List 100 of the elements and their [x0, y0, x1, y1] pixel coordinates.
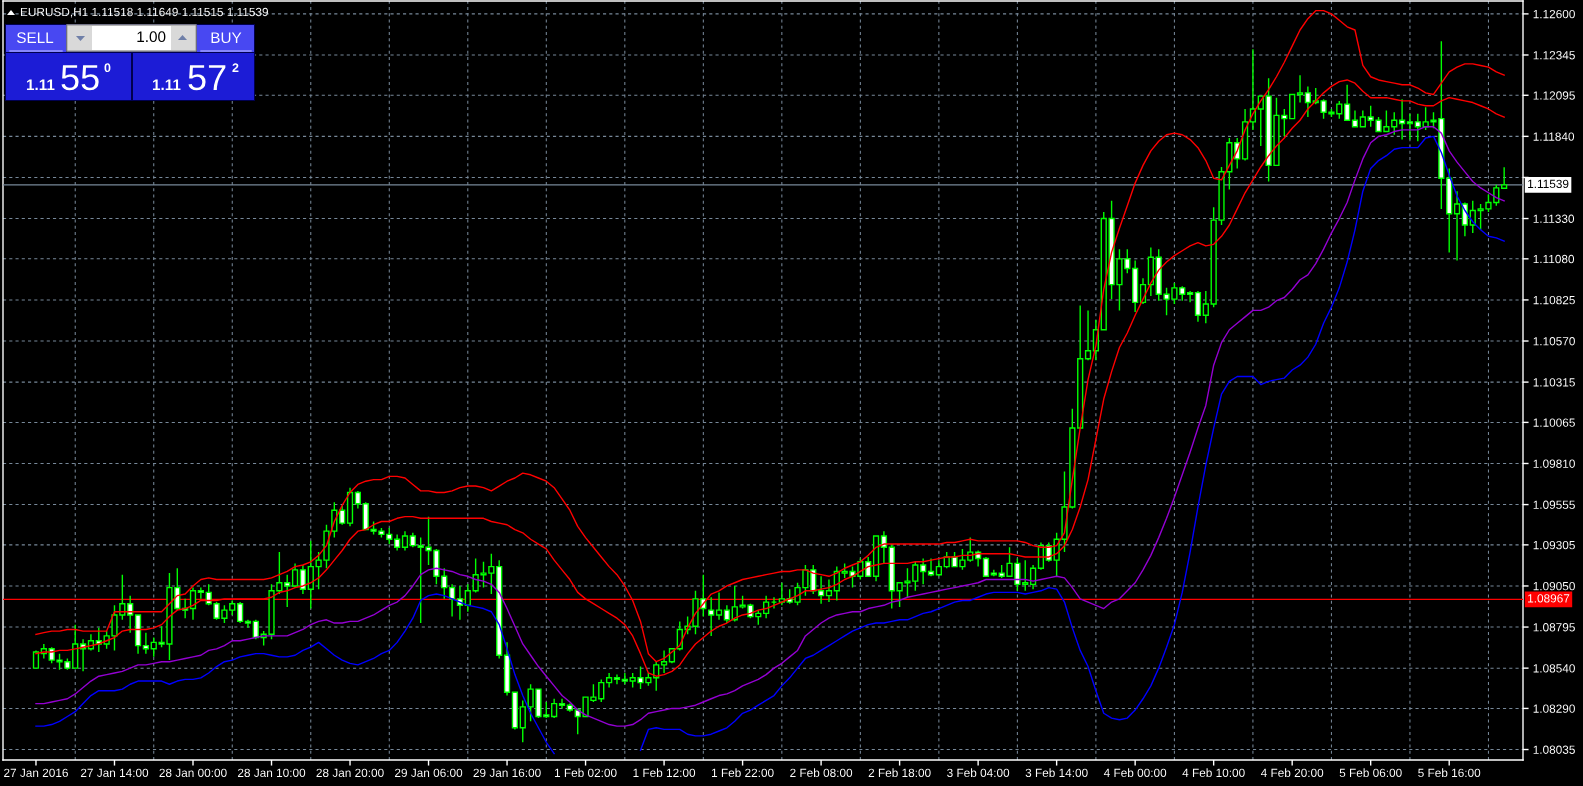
candlestick: [519, 699, 526, 743]
candlestick: [1359, 109, 1366, 128]
y-tick-label: 1.11330: [1533, 214, 1575, 223]
x-tick-label: 1 Feb 12:00: [633, 768, 696, 777]
candlestick: [1202, 290, 1209, 324]
candlestick: [1344, 84, 1351, 121]
candlestick: [660, 649, 668, 674]
candlestick: [872, 535, 880, 582]
candlestick: [778, 582, 785, 606]
y-tick-label: 1.12345: [1533, 51, 1575, 60]
candlestick: [464, 583, 471, 613]
annotation: 1.11: [152, 79, 181, 90]
candlestick: [558, 698, 566, 710]
candlestick: [197, 586, 204, 600]
candlestick: [1446, 167, 1453, 254]
candlestick: [291, 562, 299, 589]
candlestick: [409, 532, 416, 548]
annotation: 0: [104, 63, 111, 73]
candlestick: [817, 575, 825, 605]
x-tick-label: 28 Jan 10:00: [237, 768, 306, 777]
candlestick: [990, 569, 997, 577]
candlestick: [715, 591, 723, 621]
x-tick-label: 5 Feb 16:00: [1418, 768, 1481, 777]
x-tick-label: 1 Feb 02:00: [554, 768, 617, 777]
candlestick: [32, 649, 40, 669]
ref-line-label: 1.11539: [1528, 179, 1569, 189]
candlestick: [865, 556, 872, 577]
y-tick-label: 1.11080: [1533, 254, 1575, 264]
annotation: BUY: [211, 32, 242, 44]
y-tick-label: 1.09305: [1533, 540, 1575, 550]
candlestick: [621, 672, 628, 685]
candlestick: [1406, 113, 1414, 141]
candlestick: [982, 556, 990, 577]
y-tick-label: 1.12600: [1533, 9, 1575, 19]
y-tick-label: 1.08290: [1533, 704, 1575, 713]
annotation: 2: [232, 63, 239, 72]
x-tick-label: 1 Feb 22:00: [711, 768, 774, 777]
annotation: 1.00: [137, 31, 166, 43]
candlestick: [1501, 166, 1508, 190]
annotation: 1.11: [26, 79, 55, 90]
y-tick-label: 1.10570: [1533, 337, 1575, 346]
y-tick-label: 1.08540: [1533, 664, 1575, 673]
annotation: SELL: [17, 32, 54, 44]
candlestick: [935, 559, 942, 577]
annotation: 55: [61, 65, 99, 91]
y-tick-label: 1.10825: [1533, 295, 1575, 305]
x-tick-label: 28 Jan 20:00: [316, 768, 384, 777]
y-tick-label: 1.12095: [1533, 91, 1575, 100]
candlestick: [354, 490, 362, 510]
y-tick-label: 1.11840: [1533, 132, 1575, 141]
candlestick: [496, 559, 503, 660]
candlestick: [127, 594, 134, 634]
chart-title: EURUSD,H1 1.11518 1.11649 1.11515 1.11539: [20, 7, 268, 18]
x-tick-label: 4 Feb 20:00: [1260, 768, 1324, 777]
candlestick: [284, 573, 291, 608]
x-tick-label: 5 Feb 06:00: [1339, 768, 1402, 777]
candlestick: [1453, 190, 1461, 262]
candlestick: [551, 698, 558, 719]
candlestick: [1084, 309, 1092, 362]
candlestick: [825, 578, 833, 603]
candlestick: [503, 641, 511, 697]
candlestick: [1351, 109, 1359, 128]
candlestick: [1249, 48, 1257, 131]
candlestick: [244, 619, 252, 629]
x-tick-label: 29 Jan 16:00: [473, 768, 541, 777]
candlestick: [1289, 93, 1296, 120]
candlestick: [339, 504, 346, 526]
candlestick: [1398, 98, 1406, 141]
candlestick: [920, 557, 927, 586]
candlestick: [448, 583, 456, 618]
candlestick: [401, 530, 409, 552]
candlestick: [927, 557, 935, 577]
annotation: 57: [188, 65, 226, 91]
candlestick: [1194, 290, 1202, 323]
candlestick: [613, 673, 621, 685]
candlestick: [1241, 108, 1249, 162]
y-tick-label: 1.10065: [1533, 418, 1575, 427]
y-tick-label: 1.09050: [1533, 582, 1575, 591]
candlestick: [1296, 74, 1304, 104]
x-tick-label: 27 Jan 2016: [4, 768, 68, 777]
x-tick-label: 28 Jan 00:00: [159, 768, 227, 777]
candlestick: [95, 627, 102, 653]
x-tick-label: 2 Feb 18:00: [868, 768, 931, 777]
x-tick-label: 4 Feb 10:00: [1182, 768, 1245, 777]
y-tick-label: 1.09810: [1533, 459, 1575, 468]
candlestick: [1304, 85, 1312, 118]
x-tick-label: 2 Feb 08:00: [790, 768, 853, 777]
candlestick: [1147, 246, 1154, 297]
candlestick: [566, 702, 573, 713]
candlestick: [770, 596, 778, 610]
candlestick: [134, 614, 142, 655]
ref-line-label: 1.08967: [1528, 594, 1570, 603]
candlestick: [1186, 290, 1194, 304]
candlestick: [605, 672, 613, 689]
y-tick-label: 1.10315: [1533, 378, 1575, 387]
x-tick-label: 4 Feb 00:00: [1103, 768, 1167, 777]
candlestick: [142, 631, 150, 655]
candlestick: [394, 533, 401, 552]
candlestick: [1077, 304, 1084, 429]
x-tick-label: 3 Feb 14:00: [1025, 768, 1088, 777]
